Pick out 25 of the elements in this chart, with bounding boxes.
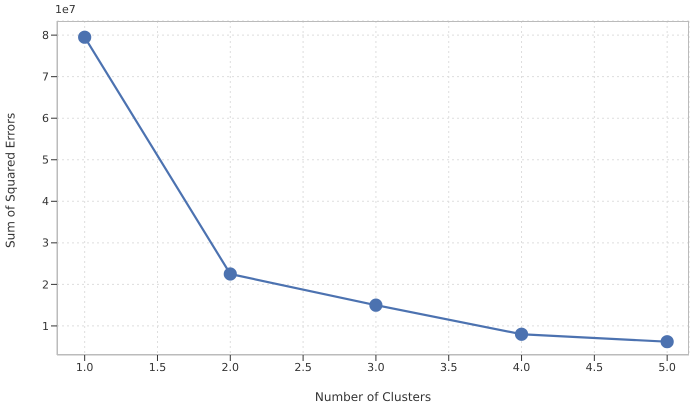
y-axis-title: Sum of Squared Errors [3,112,18,248]
text: 1e7 [55,3,76,16]
x-tick-label: 1.5 [148,360,166,374]
x-tick-label: 5.0 [658,360,676,374]
point [514,328,528,341]
point [224,267,237,281]
x-tick-label: 4.5 [586,360,604,374]
y-tick-label: 5 [42,154,49,167]
x-tick-label: 3.0 [367,360,385,374]
y-tick-label: 8 [42,29,49,42]
point [78,30,92,44]
y-tick-label: 1 [42,320,49,333]
point [369,298,383,312]
x-tick-label: 2.0 [222,360,240,374]
x-tick-label: 3.5 [440,360,458,374]
x-tick-label: 2.5 [294,360,312,374]
x-axis-title: Number of Clusters [314,390,432,404]
y-tick-label: 2 [42,278,49,292]
y-tick-label: 6 [42,112,49,126]
point [660,335,674,348]
y-tick-label: 7 [42,70,49,84]
y-tick-label: 4 [42,195,49,208]
x-tick-label: 1.0 [76,360,94,374]
y-tick-label: 3 [42,236,49,250]
x-tick-label: 4.0 [512,360,530,374]
